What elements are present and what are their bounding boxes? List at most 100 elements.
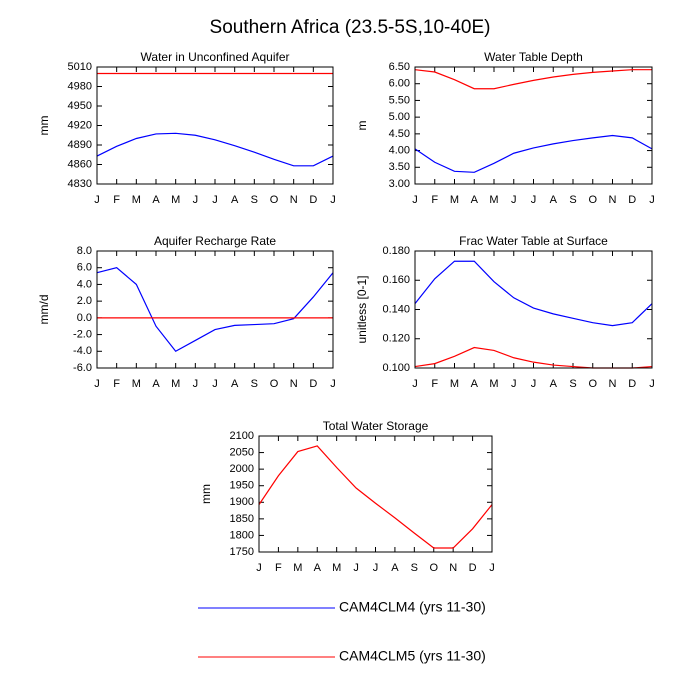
x-tick-label: F	[113, 378, 120, 390]
y-tick-label: 6.00	[389, 78, 410, 90]
x-tick-label: J	[330, 194, 336, 206]
x-tick-label: M	[293, 562, 302, 574]
x-tick-label: O	[270, 194, 279, 206]
y-tick-label: 6.0	[77, 262, 92, 274]
y-tick-label: 1900	[230, 496, 254, 508]
y-tick-label: 0.180	[382, 245, 410, 257]
figure-title: Southern Africa (23.5-5S,10-40E)	[210, 17, 491, 38]
y-tick-label: 0.120	[382, 333, 410, 345]
plot-frame	[258, 435, 493, 553]
y-tick-label: 1800	[230, 529, 254, 541]
y-tick-label: 2050	[230, 446, 254, 458]
y-tick-label: 0.0	[77, 312, 92, 324]
x-tick-label: S	[251, 378, 258, 390]
x-tick-label: F	[431, 194, 438, 206]
x-tick-label: D	[309, 378, 317, 390]
x-tick-label: J	[373, 562, 379, 574]
y-tick-label: 1950	[230, 480, 254, 492]
x-tick-label: J	[94, 194, 100, 206]
plot-frame	[96, 66, 334, 185]
panel-title: Water in Unconfined Aquifer	[141, 50, 290, 64]
series-line	[96, 132, 334, 167]
x-tick-label: S	[569, 378, 576, 390]
y-tick-label: 5010	[68, 61, 92, 73]
x-tick-label: J	[330, 378, 336, 390]
x-tick-label: S	[251, 194, 258, 206]
x-tick-label: N	[290, 378, 298, 390]
x-tick-label: S	[411, 562, 418, 574]
x-tick-label: J	[649, 194, 655, 206]
x-tick-label: J	[511, 378, 517, 390]
y-tick-label: 5.50	[389, 94, 410, 106]
y-axis-label: m	[355, 121, 369, 131]
x-tick-label: J	[531, 378, 537, 390]
y-axis-label: mm/d	[37, 295, 51, 325]
y-tick-label: 3.50	[389, 161, 410, 173]
x-tick-label: M	[132, 194, 141, 206]
x-tick-label: D	[309, 194, 317, 206]
panel-title: Aquifer Recharge Rate	[154, 234, 276, 248]
x-tick-label: A	[152, 194, 160, 206]
x-tick-label: M	[171, 194, 180, 206]
series-line	[414, 69, 652, 90]
y-tick-label: 4980	[68, 80, 92, 92]
y-tick-label: 4.0	[77, 278, 92, 290]
x-tick-label: O	[270, 378, 279, 390]
plot-frame	[414, 66, 653, 185]
y-tick-label: -4.0	[73, 345, 92, 357]
y-axis-label: mm	[199, 484, 213, 504]
x-tick-label: J	[489, 562, 495, 574]
y-tick-label: 4890	[68, 139, 92, 151]
y-tick-label: -2.0	[73, 328, 92, 340]
y-tick-label: 3.00	[389, 178, 410, 190]
x-tick-label: J	[353, 562, 359, 574]
y-tick-label: 1850	[230, 513, 254, 525]
panel-title: Water Table Depth	[484, 50, 583, 64]
y-tick-label: 4920	[68, 119, 92, 131]
y-tick-label: 0.140	[382, 303, 410, 315]
y-tick-label: 2000	[230, 463, 254, 475]
x-tick-label: J	[212, 194, 218, 206]
y-tick-label: 5.00	[389, 111, 410, 123]
x-tick-label: J	[412, 194, 418, 206]
x-tick-label: D	[469, 562, 477, 574]
y-tick-label: 0.160	[382, 274, 410, 286]
x-tick-label: M	[171, 378, 180, 390]
x-tick-label: J	[193, 194, 199, 206]
x-tick-label: M	[489, 378, 498, 390]
x-tick-label: J	[193, 378, 199, 390]
x-tick-label: F	[431, 378, 438, 390]
x-tick-label: A	[231, 194, 239, 206]
x-tick-label: M	[489, 194, 498, 206]
y-tick-label: 4.00	[389, 144, 410, 156]
x-tick-label: F	[113, 194, 120, 206]
x-tick-label: A	[471, 378, 479, 390]
y-tick-label: 4.50	[389, 128, 410, 140]
x-tick-label: A	[314, 562, 322, 574]
y-tick-label: 4950	[68, 100, 92, 112]
y-tick-label: 8.0	[77, 245, 92, 257]
x-tick-label: J	[511, 194, 517, 206]
y-tick-label: 2.0	[77, 295, 92, 307]
y-tick-label: 1750	[230, 546, 254, 558]
series-line	[414, 260, 653, 327]
x-tick-label: D	[628, 378, 636, 390]
series-line	[258, 445, 493, 549]
x-tick-label: O	[588, 378, 597, 390]
x-tick-label: J	[212, 378, 218, 390]
series-line	[96, 267, 334, 353]
x-tick-label: N	[609, 378, 617, 390]
x-tick-label: A	[391, 562, 399, 574]
x-tick-label: N	[290, 194, 298, 206]
x-tick-label: A	[471, 194, 479, 206]
x-tick-label: A	[550, 194, 558, 206]
y-tick-label: -6.0	[73, 362, 92, 374]
x-tick-label: J	[649, 378, 655, 390]
legend-label: CAM4CLM4 (yrs 11-30)	[339, 599, 486, 615]
y-tick-label: 4830	[68, 178, 92, 190]
legend-label: CAM4CLM5 (yrs 11-30)	[339, 648, 486, 664]
plot-frame	[96, 250, 334, 369]
x-tick-label: N	[609, 194, 617, 206]
